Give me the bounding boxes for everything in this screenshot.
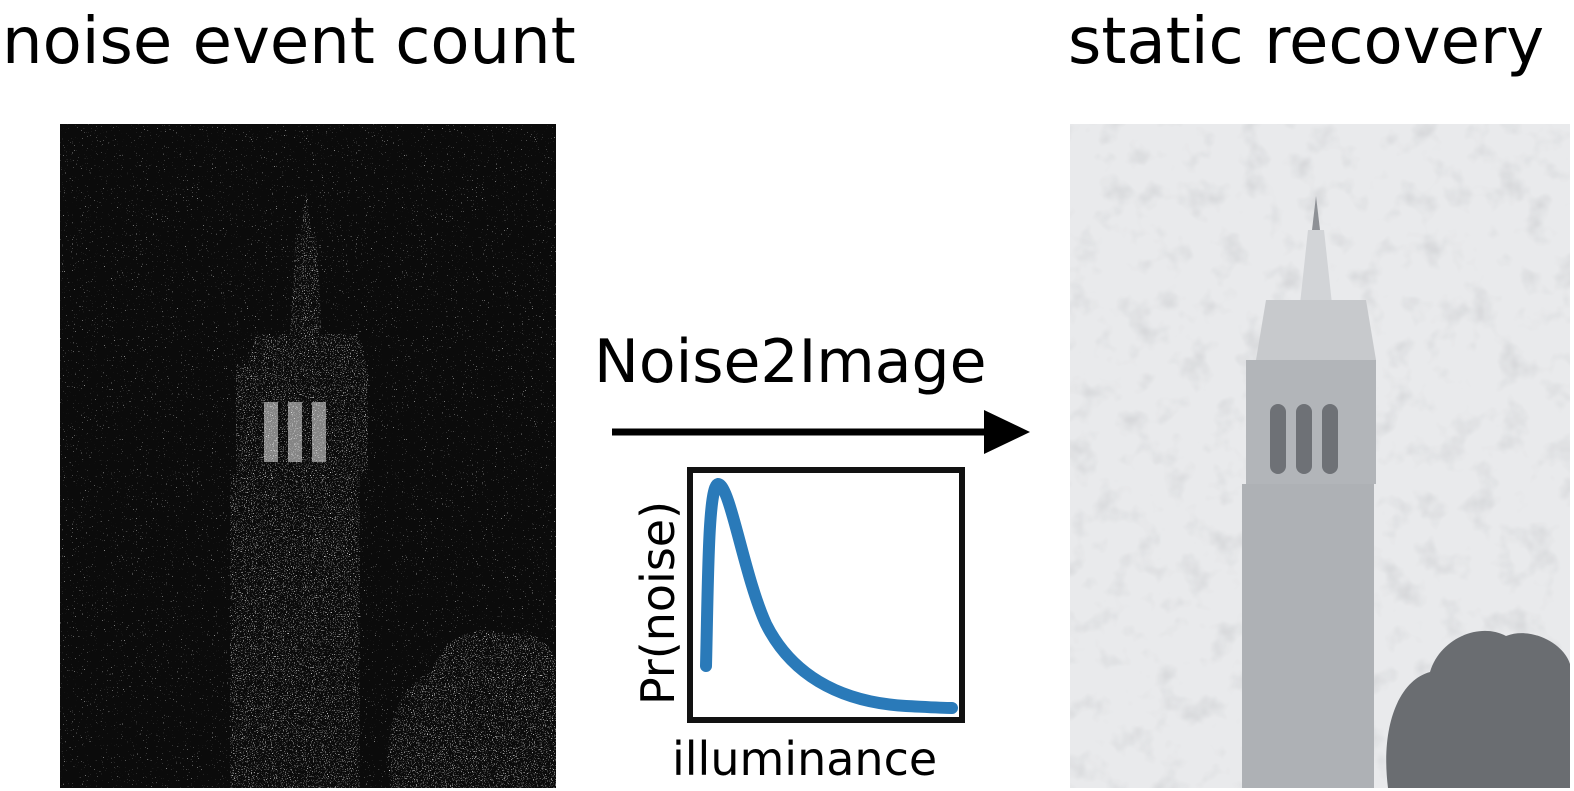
tower-windows-recovered [1270, 404, 1338, 474]
tree-recovered [1386, 630, 1570, 788]
x-axis-label: illuminance [672, 732, 938, 786]
left-panel-title: noise event count [2, 5, 576, 79]
noise-event-count-image [60, 124, 556, 788]
method-name: Noise2Image [594, 327, 987, 397]
tower-windows-noisy [264, 402, 326, 462]
plot-frame [687, 467, 965, 723]
noise-probability-plot [687, 467, 965, 723]
right-arrow-icon [612, 410, 1030, 454]
y-axis-label: Pr(noise) [631, 500, 685, 706]
right-panel-title: static recovery [1068, 5, 1545, 79]
tree-noisy [388, 630, 556, 788]
static-recovery-image [1070, 124, 1570, 788]
noise-probability-curve [700, 477, 958, 714]
